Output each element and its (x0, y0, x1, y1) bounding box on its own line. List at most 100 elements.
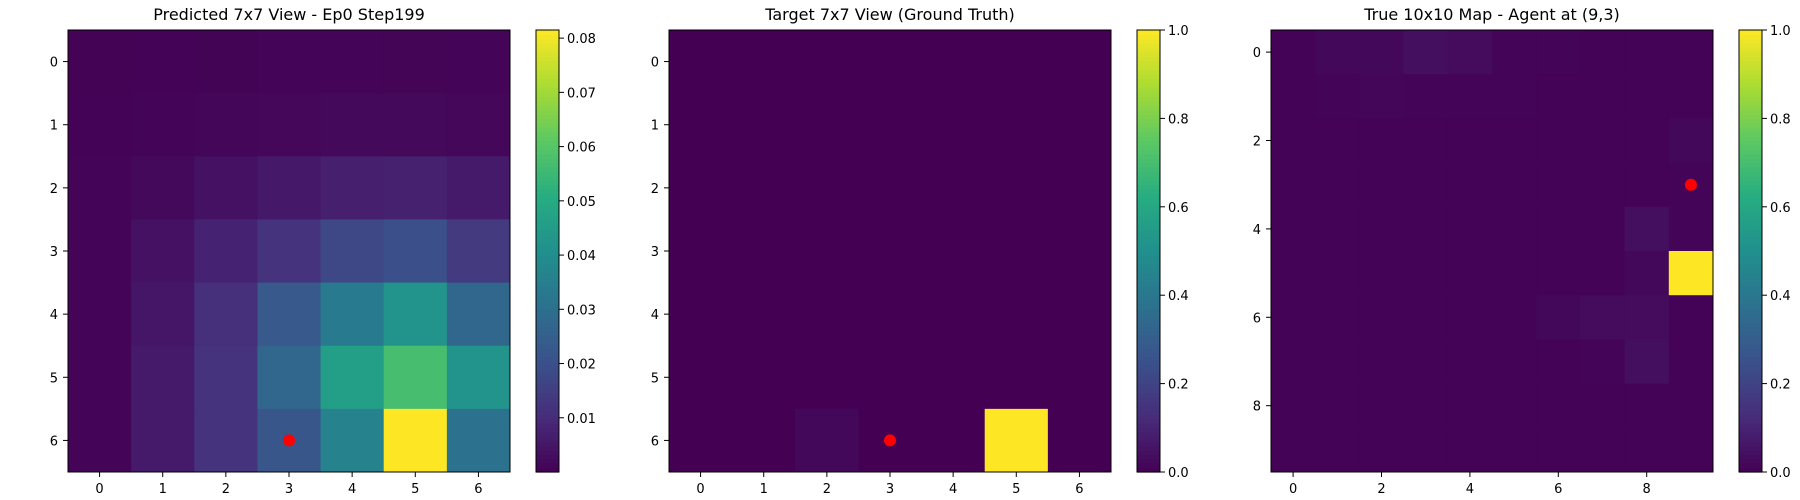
colorbar-segment (1739, 321, 1762, 327)
colorbar-segment (1137, 467, 1160, 473)
colorbar-segment (536, 113, 559, 119)
colorbar-segment (1739, 153, 1762, 159)
colorbar-segment (536, 242, 559, 248)
colorbar-segment (1137, 105, 1160, 111)
colorbar-segment (1137, 410, 1160, 416)
colorbar-segment (536, 211, 559, 217)
colorbar-tick-label: 0.6 (1168, 201, 1189, 216)
heatmap-cell (68, 282, 132, 347)
heatmap-cell (795, 156, 859, 220)
heatmap-cell (1447, 162, 1493, 208)
colorbar-segment (1739, 144, 1762, 150)
colorbar-segment (1137, 348, 1160, 354)
heatmap-cell (984, 156, 1049, 220)
heatmap-cell (1492, 118, 1537, 164)
colorbar-segment (1739, 365, 1762, 371)
heatmap-cell (1668, 339, 1714, 385)
heatmap-cell (1359, 339, 1405, 385)
colorbar-segment (1137, 87, 1160, 93)
x-tick-label: 1 (159, 482, 167, 497)
heatmap-cell (383, 345, 448, 410)
colorbar-segment (536, 52, 559, 58)
colorbar-segment (1739, 259, 1762, 265)
colorbar-segment (1739, 206, 1762, 212)
colorbar-segment (1137, 60, 1160, 66)
colorbar-segment (536, 109, 559, 115)
heatmap-cell (1580, 30, 1626, 75)
colorbar-segment (1739, 410, 1762, 416)
colorbar-tick-label: 0.04 (567, 249, 596, 264)
colorbar-segment (536, 100, 559, 106)
colorbar-segment (1137, 423, 1160, 429)
x-tick-label: 8 (1643, 482, 1651, 497)
colorbar-segment (536, 458, 559, 464)
colorbar-segment (1137, 449, 1160, 455)
heatmap-cell (194, 30, 258, 94)
colorbar-segment (1137, 365, 1160, 371)
heatmap-cell (1271, 339, 1316, 385)
y-tick-label: 4 (651, 308, 659, 323)
colorbar-frame (1738, 29, 1763, 473)
heatmap-cell (1624, 295, 1670, 340)
heatmap-cell (1447, 206, 1493, 252)
colorbar-segment (1137, 38, 1160, 44)
colorbar-segment (536, 304, 559, 310)
colorbar-segment (1137, 171, 1160, 177)
colorbar-segment (536, 193, 559, 199)
colorbar-segment (1739, 441, 1762, 447)
x-tick-label: 2 (823, 482, 831, 497)
colorbar-segment (1739, 202, 1762, 208)
x-tick-label: 3 (285, 482, 293, 497)
colorbar-segment (536, 96, 559, 102)
heatmap-cell (68, 156, 132, 220)
x-tick-label: 0 (696, 482, 704, 497)
heatmap-cell (194, 219, 258, 284)
heatmap-cell (320, 345, 385, 410)
heatmap-cell (1359, 206, 1405, 252)
colorbar-segment (1739, 418, 1762, 424)
colorbar-segment (536, 184, 559, 190)
heatmap-cell (669, 93, 733, 157)
heatmap-cell (1492, 339, 1537, 385)
heatmap-cell (1359, 118, 1405, 164)
colorbar-segment (1739, 436, 1762, 442)
colorbar-segment (1739, 392, 1762, 398)
heatmap-cell (1271, 427, 1316, 473)
heatmap-cell (320, 282, 385, 347)
colorbar-segment (536, 74, 559, 80)
colorbar-segment (1137, 153, 1160, 159)
heatmap-cell (1580, 118, 1626, 164)
heatmap-cell (1403, 74, 1449, 119)
colorbar-segment (1739, 352, 1762, 358)
colorbar-segment (536, 308, 559, 314)
heatmap-cell (1447, 295, 1493, 340)
heatmap-cell (1536, 162, 1581, 208)
heatmap-cell (383, 408, 448, 473)
colorbar-segment (1137, 436, 1160, 442)
colorbar-segment (536, 175, 559, 181)
colorbar-segment (1137, 463, 1160, 469)
heatmap-cell (1271, 30, 1316, 75)
heatmap-cell (1580, 295, 1626, 340)
colorbar-segment (536, 224, 559, 230)
colorbar-segment (1137, 193, 1160, 199)
heatmap-cell (1047, 408, 1112, 473)
x-tick-label: 5 (411, 482, 419, 497)
colorbar-segment (1137, 445, 1160, 451)
heatmap-cell (131, 408, 195, 473)
colorbar-segment (1137, 224, 1160, 230)
heatmap-cell (68, 408, 132, 473)
colorbar-segment (1739, 290, 1762, 296)
heatmap-cell (1271, 118, 1316, 164)
heatmap-cell (68, 219, 132, 284)
heatmap-cell (1447, 339, 1493, 385)
colorbar-segment (1137, 113, 1160, 119)
heatmap-cell (921, 345, 986, 410)
heatmap-cell (1492, 74, 1537, 119)
colorbar-segment (1739, 383, 1762, 389)
colorbar-segment (1137, 34, 1160, 40)
colorbar-segment (1137, 180, 1160, 186)
heatmap-cell (1536, 339, 1581, 385)
y-tick-label: 2 (651, 182, 659, 197)
colorbar-segment (1137, 215, 1160, 221)
